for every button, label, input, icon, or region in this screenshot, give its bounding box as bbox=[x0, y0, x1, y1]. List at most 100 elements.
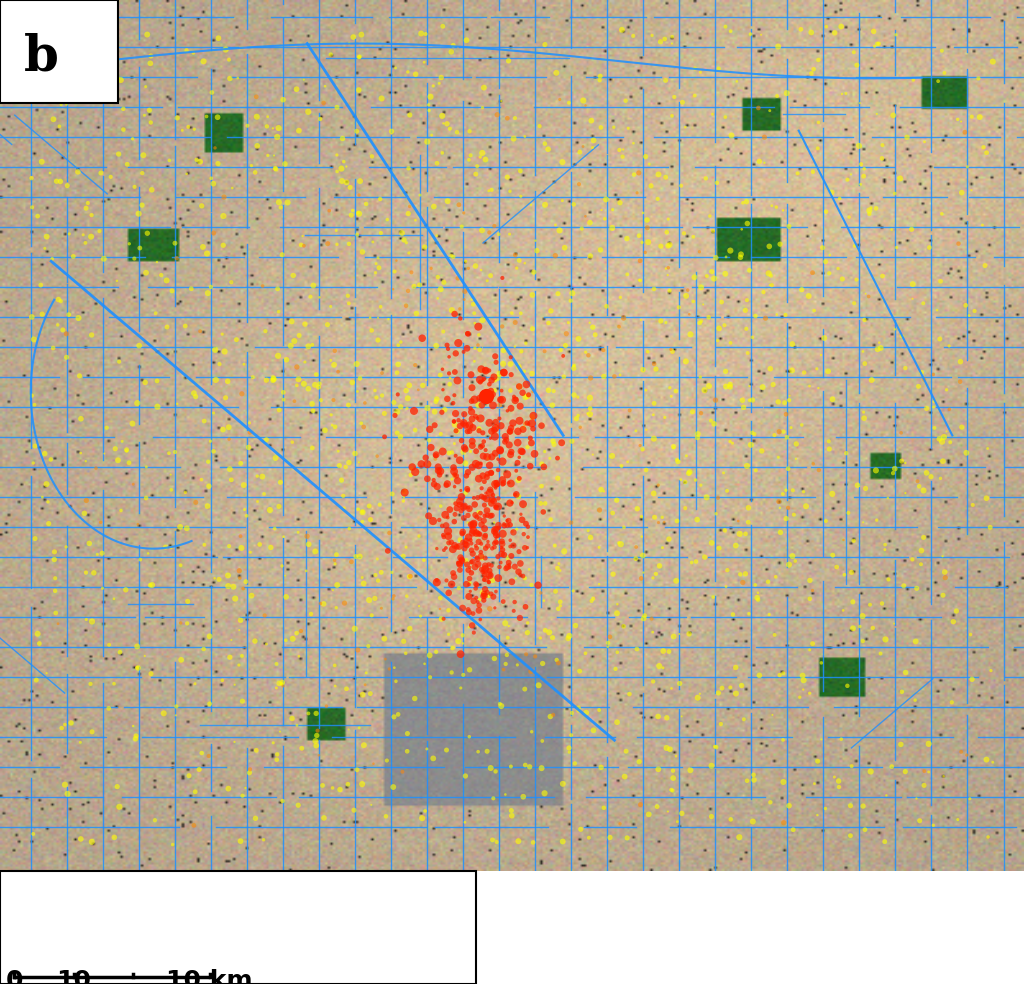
Point bbox=[824, 547, 841, 563]
Point bbox=[485, 588, 502, 604]
Point bbox=[460, 562, 476, 578]
Point bbox=[772, 236, 788, 252]
Point bbox=[407, 691, 423, 707]
Point bbox=[454, 552, 470, 568]
Point bbox=[646, 281, 663, 297]
Point bbox=[646, 396, 663, 411]
Point bbox=[113, 503, 129, 519]
Point bbox=[596, 800, 612, 816]
Point bbox=[466, 392, 482, 407]
Point bbox=[735, 711, 752, 727]
Point bbox=[230, 657, 247, 673]
Point bbox=[40, 494, 56, 510]
Point bbox=[140, 545, 157, 561]
Point bbox=[373, 600, 389, 616]
Point bbox=[274, 793, 291, 809]
Point bbox=[406, 278, 422, 294]
Point bbox=[868, 106, 885, 122]
Point bbox=[465, 523, 481, 538]
Point bbox=[802, 685, 818, 701]
Point bbox=[449, 539, 465, 555]
Point bbox=[231, 563, 248, 579]
Point bbox=[626, 166, 642, 182]
Point bbox=[602, 830, 618, 845]
Point bbox=[927, 420, 943, 436]
Point bbox=[432, 601, 449, 617]
Point bbox=[488, 418, 505, 434]
Point bbox=[659, 238, 676, 254]
Point bbox=[142, 666, 159, 682]
Point bbox=[512, 610, 528, 626]
Point bbox=[476, 521, 493, 536]
Point bbox=[472, 506, 488, 522]
Point bbox=[92, 515, 109, 530]
Point bbox=[794, 281, 810, 297]
Point bbox=[310, 748, 327, 764]
Point bbox=[511, 450, 527, 465]
Point bbox=[336, 595, 352, 611]
Point bbox=[273, 676, 290, 692]
Point bbox=[365, 234, 381, 250]
Point bbox=[370, 310, 386, 326]
Point bbox=[570, 703, 587, 718]
Point bbox=[119, 442, 135, 458]
Point bbox=[436, 542, 453, 558]
Point bbox=[428, 644, 444, 659]
Point bbox=[460, 515, 476, 530]
Point bbox=[338, 681, 354, 697]
Point bbox=[400, 160, 417, 176]
Point bbox=[433, 70, 450, 86]
Point bbox=[492, 366, 508, 382]
Point bbox=[469, 577, 485, 592]
Point bbox=[515, 496, 531, 512]
Point bbox=[331, 458, 347, 473]
Point bbox=[329, 163, 345, 179]
Point bbox=[520, 529, 537, 545]
Point bbox=[894, 684, 910, 700]
Point bbox=[508, 392, 524, 407]
Point bbox=[923, 468, 939, 484]
Point bbox=[706, 416, 722, 432]
Point bbox=[59, 178, 76, 194]
Point bbox=[862, 764, 879, 779]
Point bbox=[938, 423, 954, 439]
Point bbox=[519, 625, 536, 641]
Point bbox=[649, 191, 666, 207]
Point bbox=[565, 358, 582, 374]
Point bbox=[356, 395, 373, 410]
Point bbox=[300, 706, 316, 721]
Point bbox=[236, 581, 252, 596]
Point bbox=[964, 109, 980, 125]
Point bbox=[38, 476, 54, 492]
Point bbox=[476, 490, 493, 506]
Point bbox=[187, 389, 204, 404]
Point bbox=[431, 467, 447, 483]
Point bbox=[593, 482, 609, 498]
Point bbox=[208, 372, 224, 388]
Point bbox=[476, 508, 493, 523]
Point bbox=[232, 612, 249, 628]
Point bbox=[386, 588, 402, 604]
Point bbox=[445, 396, 462, 411]
Point bbox=[611, 142, 628, 157]
Point bbox=[234, 788, 251, 804]
Point bbox=[761, 238, 777, 254]
Point bbox=[399, 400, 416, 416]
Point bbox=[635, 565, 651, 581]
Point bbox=[552, 594, 568, 610]
Point bbox=[161, 446, 177, 461]
Point bbox=[915, 529, 932, 545]
Point bbox=[926, 366, 942, 382]
Point bbox=[232, 456, 249, 471]
Point bbox=[783, 420, 800, 436]
Point bbox=[550, 655, 566, 671]
Point bbox=[626, 136, 642, 152]
Point bbox=[268, 752, 285, 768]
Point bbox=[532, 630, 549, 646]
Point bbox=[376, 405, 392, 421]
Point bbox=[581, 347, 597, 363]
Point bbox=[668, 749, 684, 765]
Point bbox=[824, 392, 841, 407]
Point bbox=[354, 687, 371, 703]
Point bbox=[698, 489, 715, 505]
